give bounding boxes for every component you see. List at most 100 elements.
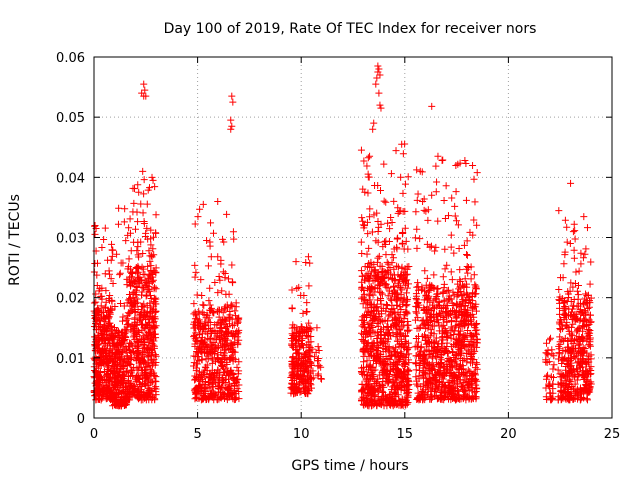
data-point [421,370,429,378]
data-point [91,221,99,229]
data-point [134,375,142,383]
data-point [447,390,455,398]
data-point [453,301,461,309]
data-point [135,349,143,357]
data-point [126,215,134,223]
data-point [104,321,112,329]
data-point [204,311,212,319]
data-point [400,277,408,285]
data-point [235,388,243,396]
data-point [451,327,459,335]
data-point [438,373,446,381]
data-point [140,176,148,184]
data-point [439,372,447,380]
data-point [586,341,594,349]
data-point [376,328,384,336]
data-point [380,197,388,205]
data-point [99,389,107,397]
data-point [366,347,374,355]
data-point [133,295,141,303]
data-point [562,304,570,312]
data-point [579,254,587,262]
data-point [400,315,408,323]
data-point [128,340,136,348]
data-point [375,381,383,389]
data-point [109,334,117,342]
data-point [387,170,395,178]
data-point [423,274,431,282]
data-point [390,392,398,400]
axis-ticks: 0 5 10 15 20 25 0 0.01 0.02 0.03 0.04 0.05 0.06 [56,51,620,442]
data-point [461,156,469,164]
data-point [368,340,376,348]
data-point [364,170,372,178]
data-point [149,273,157,281]
data-point [140,190,148,198]
data-point [144,275,152,283]
data-point [394,209,402,217]
data-point [418,389,426,397]
data-point [135,188,143,196]
data-point [94,378,102,386]
y-tick-label: 0.04 [56,171,85,186]
data-point [440,196,448,204]
data-point [453,314,461,322]
y-tick-label: 0.05 [56,111,85,126]
data-point [363,372,371,380]
data-point [441,327,449,335]
data-point [363,250,371,258]
data-point [391,358,399,366]
data-point [570,220,578,228]
data-point [416,235,424,243]
data-point [578,334,586,342]
data-point [369,125,377,133]
data-point [436,309,444,317]
data-point [211,370,219,378]
data-point [397,402,405,410]
data-point [396,303,404,311]
data-point [145,247,153,255]
data-point [452,392,460,400]
data-point [560,260,568,268]
data-point [413,166,421,174]
data-point [128,278,136,286]
data-point [414,382,422,390]
y-axis-label: ROTI / TECUs [7,194,23,286]
data-point [141,86,149,94]
data-point [472,338,480,346]
data-point [587,318,595,326]
data-point [370,119,378,127]
data-point [454,289,462,297]
data-point [206,335,214,343]
data-point [133,330,141,338]
data-point [371,181,379,189]
data-point [358,387,366,395]
data-point [561,216,569,224]
data-point [230,235,238,243]
data-point [235,367,243,375]
chart-title: Day 100 of 2019, Rate Of TEC Index for r… [164,21,537,37]
data-point [583,299,591,307]
data-point [468,355,476,363]
data-point [198,356,206,364]
data-point [416,167,424,175]
data-point [456,349,464,357]
data-points [90,62,595,410]
data-point [305,386,313,394]
data-point [305,282,313,290]
data-point [564,343,572,351]
data-point [581,357,589,365]
data-point [117,300,125,308]
data-point [376,71,384,79]
data-point [122,401,130,409]
data-point [133,343,141,351]
data-point [413,309,421,317]
data-point [98,392,106,400]
data-point [442,307,450,315]
data-point [364,189,372,197]
data-point [288,304,296,312]
data-point [463,237,471,245]
data-point [198,337,206,345]
data-point [403,327,411,335]
